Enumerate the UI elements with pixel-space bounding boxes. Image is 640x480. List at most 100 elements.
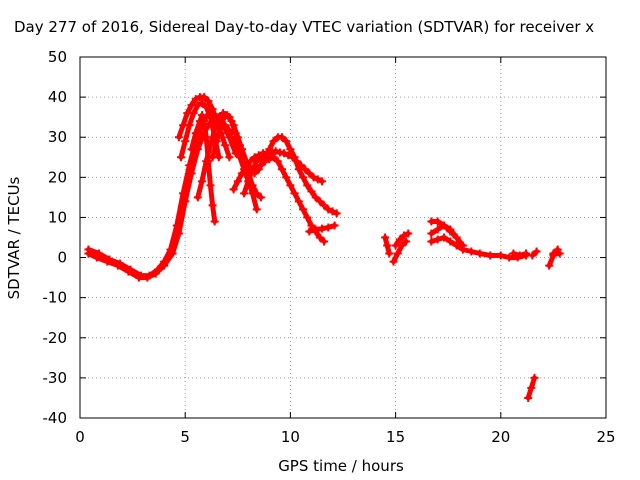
data-point xyxy=(530,373,539,382)
data-point xyxy=(328,207,337,216)
data-point xyxy=(252,165,261,174)
data-point xyxy=(137,271,146,280)
y-tick-label: 10 xyxy=(48,208,67,226)
data-point xyxy=(229,185,238,194)
y-tick-label: 30 xyxy=(48,128,67,146)
data-point xyxy=(458,245,467,254)
data-point xyxy=(290,189,299,198)
data-point xyxy=(200,93,209,102)
series-trace xyxy=(391,239,409,265)
data-point xyxy=(252,205,261,214)
data-point xyxy=(433,235,442,244)
data-point xyxy=(225,113,234,122)
data-point xyxy=(202,103,211,112)
data-point xyxy=(527,383,536,392)
series-pass-r xyxy=(509,249,531,260)
data-point xyxy=(231,141,240,150)
data-point xyxy=(189,109,198,118)
y-axis-label: SDTVAR / TECUs xyxy=(5,176,23,299)
data-point xyxy=(332,209,341,218)
data-point xyxy=(277,133,286,142)
data-point xyxy=(317,177,326,186)
data-point xyxy=(307,187,316,196)
data-point xyxy=(256,161,265,170)
data-point xyxy=(94,249,103,258)
data-point xyxy=(206,181,215,190)
data-point xyxy=(427,237,436,246)
y-tick-label: -10 xyxy=(43,289,68,307)
data-point xyxy=(446,237,455,246)
data-point xyxy=(202,157,211,166)
data-point xyxy=(229,121,238,130)
data-point xyxy=(191,95,200,104)
data-point xyxy=(311,193,320,202)
y-tick-label: 40 xyxy=(48,88,67,106)
series-pass-j xyxy=(227,133,261,214)
data-point xyxy=(286,181,295,190)
data-point xyxy=(389,257,398,266)
data-point xyxy=(208,153,217,162)
data-point xyxy=(294,197,303,206)
data-point xyxy=(198,111,207,120)
data-point xyxy=(528,251,537,260)
data-point xyxy=(248,189,257,198)
data-point xyxy=(309,173,318,182)
data-point xyxy=(269,137,278,146)
x-tick-label: 15 xyxy=(386,428,405,446)
data-point xyxy=(280,149,289,158)
data-point xyxy=(233,177,242,186)
data-point xyxy=(383,241,392,250)
data-point xyxy=(303,213,312,222)
data-point xyxy=(303,181,312,190)
data-point xyxy=(204,97,213,106)
data-point xyxy=(193,193,202,202)
data-point xyxy=(200,117,209,126)
data-point xyxy=(256,193,265,202)
series-pass-i xyxy=(252,153,329,246)
data-point xyxy=(294,165,303,174)
y-tick-label: -30 xyxy=(43,369,68,387)
data-point xyxy=(206,141,215,150)
x-axis-label: GPS time / hours xyxy=(278,457,404,475)
data-point xyxy=(244,177,253,186)
y-tick-label: 50 xyxy=(48,48,67,66)
data-point xyxy=(206,113,215,122)
data-point xyxy=(475,249,484,258)
data-point xyxy=(505,253,514,262)
data-point xyxy=(305,227,314,236)
data-point xyxy=(307,221,316,230)
data-point xyxy=(269,153,278,162)
series-layer xyxy=(84,93,564,402)
data-point xyxy=(393,249,402,258)
x-tick-label: 5 xyxy=(180,428,190,446)
data-point xyxy=(126,265,135,274)
series-pass-v xyxy=(549,249,564,258)
data-point xyxy=(216,121,225,130)
data-point xyxy=(320,201,329,210)
data-point xyxy=(452,241,461,250)
data-point xyxy=(381,233,390,242)
data-point xyxy=(265,145,274,154)
data-point xyxy=(187,145,196,154)
data-point xyxy=(404,229,413,238)
series-pass-g xyxy=(229,147,326,194)
series-pass-d xyxy=(187,111,219,226)
data-point xyxy=(115,259,124,268)
data-point xyxy=(240,165,249,174)
data-point xyxy=(212,137,221,146)
y-tick-label: -20 xyxy=(43,329,68,347)
data-point xyxy=(185,121,194,130)
x-tick-label: 20 xyxy=(491,428,510,446)
data-point xyxy=(452,233,461,242)
series-pass-t xyxy=(524,373,539,402)
axis-ticks: 0 5 10 15 20 25 -40 -30 -20 -10 0 10 20 30 40 50 xyxy=(43,48,616,446)
data-point xyxy=(185,161,194,170)
data-point xyxy=(286,145,295,154)
series-pass-n xyxy=(391,229,413,250)
x-tick-label: 10 xyxy=(281,428,300,446)
y-tick-label: -40 xyxy=(43,409,68,427)
data-point xyxy=(532,247,541,256)
data-point xyxy=(105,255,114,264)
data-point xyxy=(252,157,261,166)
